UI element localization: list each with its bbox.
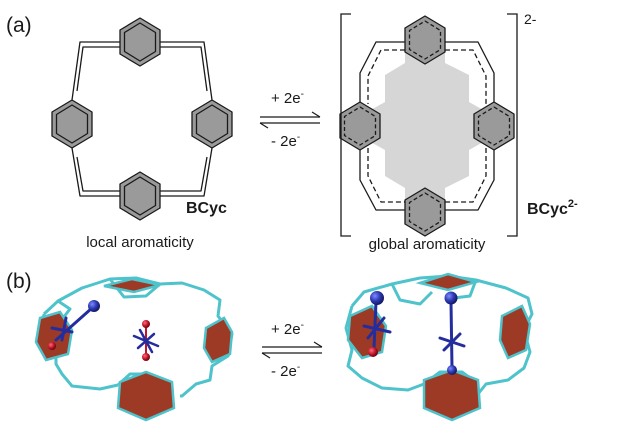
- macrocycle-inner-dashed: [367, 49, 487, 203]
- ring-face-left: [34, 310, 74, 362]
- dianion-brackets: [340, 13, 518, 237]
- reduction-label-b-base: + 2e: [271, 321, 301, 338]
- phenylene-ring-right: [191, 99, 233, 149]
- oxidation-label-b: - 2e-: [271, 362, 300, 380]
- reduction-label-a: + 2e-: [271, 89, 304, 107]
- phenylene-ring-top: [119, 17, 161, 67]
- reduction-label-b-sup: -: [301, 320, 304, 331]
- dianion-ring-face-right: [498, 304, 532, 360]
- oxidation-label-a-sup: -: [297, 132, 300, 143]
- dianion-ring-face-left: [346, 304, 388, 360]
- equilibrium-arrows-a: [259, 111, 321, 129]
- cis-vinylene-bridges: [71, 41, 213, 197]
- ring-face-right: [202, 316, 234, 364]
- bcyc-dianion-charge: 2-: [568, 198, 578, 210]
- redox-equilibrium-b: + 2e- - 2e-: [261, 320, 323, 380]
- bcyc-dianion-name: BCyc2-: [527, 198, 578, 218]
- bcyc-structure: [51, 17, 233, 221]
- bcyc-dianion-3d-model: [344, 272, 534, 422]
- bracket-charge: 2-: [524, 11, 537, 27]
- reduction-label-a-sup: -: [301, 89, 304, 100]
- oxidation-label-a-base: - 2e: [271, 133, 297, 150]
- bcyc-3d-model: [34, 276, 234, 422]
- global-aromatic-region: [360, 27, 494, 224]
- macrocycle-outer-outline: [359, 41, 495, 211]
- dianion-ring-right: [473, 101, 515, 151]
- dianion-ring-face-bottom: [422, 368, 482, 422]
- dianion-probe-center: [438, 291, 466, 375]
- carbon-frame-right: [344, 274, 534, 395]
- ring-face-bottom: [116, 370, 176, 422]
- bcyc-dianion-structure: [339, 15, 515, 237]
- dianion-ring-left: [339, 101, 381, 151]
- local-aromaticity-caption: local aromaticity: [86, 234, 194, 251]
- dianion-probe-left-ring: [362, 291, 392, 357]
- phenylene-ring-left: [51, 99, 93, 149]
- dianion-ring-bottom: [404, 187, 446, 237]
- redox-equilibrium-a: + 2e- - 2e-: [259, 89, 321, 150]
- equilibrium-arrows-b: [261, 341, 323, 359]
- dianion-ring-face-top: [415, 272, 481, 292]
- panel-a-label: (a): [6, 14, 32, 37]
- carbon-frame-left: [40, 276, 234, 398]
- reduction-label-a-base: + 2e: [271, 90, 301, 107]
- nics-probe-center: [132, 320, 160, 361]
- global-aromaticity-caption: global aromaticity: [369, 236, 486, 253]
- panel-b-label: (b): [6, 270, 32, 293]
- oxidation-label-b-base: - 2e: [271, 363, 297, 380]
- phenylene-ring-bottom: [119, 171, 161, 221]
- oxidation-label-b-sup: -: [297, 362, 300, 373]
- ring-face-top-left: [103, 277, 161, 294]
- dianion-ring-top: [404, 15, 446, 65]
- oxidation-label-a: - 2e-: [271, 132, 300, 150]
- bcyc-name: BCyc: [186, 200, 227, 217]
- reduction-label-b: + 2e-: [271, 320, 304, 338]
- nics-probe-left-ring: [48, 300, 100, 350]
- bcyc-dianion-name-base: BCyc: [527, 201, 568, 218]
